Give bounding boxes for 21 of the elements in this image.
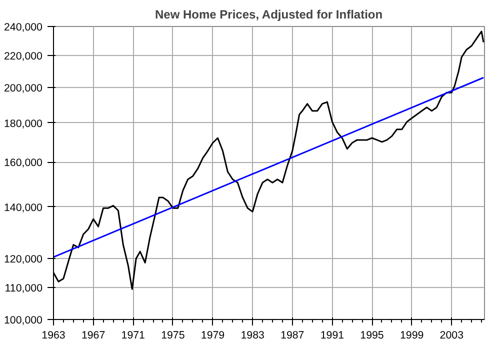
x-tick-label: 1987 <box>280 330 304 341</box>
x-tick-label: 2003 <box>440 330 464 341</box>
y-tick-label: 180,000 <box>4 118 43 130</box>
x-tick-label: 1979 <box>200 330 225 341</box>
y-tick-label: 160,000 <box>4 157 43 170</box>
x-tick-label: 1967 <box>81 330 106 341</box>
y-tick-label: 240,000 <box>4 22 43 34</box>
y-tick-label: 220,000 <box>4 50 43 63</box>
y-tick-label: 110,000 <box>4 282 43 295</box>
x-tick-label: 1975 <box>161 330 185 341</box>
chart-title: New Home Prices, Adjusted for Inflation <box>154 8 383 22</box>
y-tick-label: 100,000 <box>4 314 43 326</box>
y-tick-label: 200,000 <box>4 82 43 95</box>
x-tick-label: 1999 <box>400 330 424 341</box>
x-tick-label: 1983 <box>240 330 265 341</box>
x-tick-label: 1991 <box>320 330 344 341</box>
x-tick-label: 1963 <box>42 330 66 341</box>
x-tick-label: 1995 <box>360 330 384 341</box>
x-tick-label: 1971 <box>121 330 146 341</box>
y-tick-label: 120,000 <box>4 253 43 266</box>
y-tick-label: 140,000 <box>4 202 43 214</box>
